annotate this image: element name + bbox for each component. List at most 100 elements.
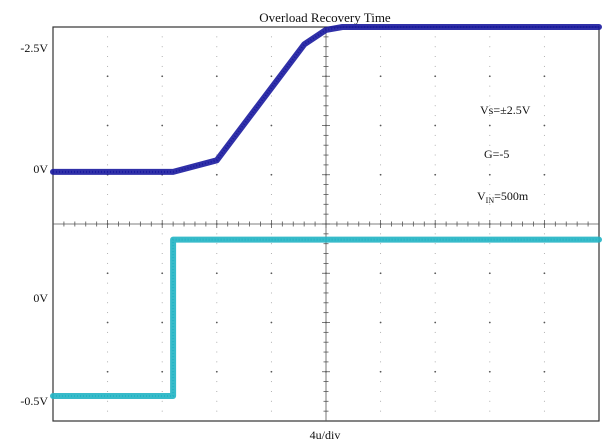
- grid-minor-dot: [216, 292, 218, 294]
- grid-minor-dot: [489, 134, 491, 136]
- grid-minor-dot: [489, 56, 491, 58]
- grid-minor-dot: [107, 410, 109, 412]
- grid-minor-dot: [434, 95, 436, 97]
- grid-minor-dot: [107, 262, 109, 264]
- grid-minor-dot: [434, 164, 436, 166]
- grid-minor-dot: [543, 390, 545, 392]
- grid-minor-dot: [216, 46, 218, 48]
- grid-minor-dot: [543, 213, 545, 215]
- grid-minor-dot: [489, 105, 491, 107]
- grid-dot: [270, 370, 273, 373]
- grid-minor-dot: [161, 193, 163, 195]
- grid-minor-dot: [270, 144, 272, 146]
- grid-minor-dot: [434, 233, 436, 235]
- grid-minor-dot: [434, 144, 436, 146]
- grid-minor-dot: [216, 381, 218, 383]
- grid-minor-dot: [161, 46, 163, 48]
- grid-minor-dot: [107, 361, 109, 363]
- grid-minor-dot: [107, 292, 109, 294]
- grid-minor-dot: [216, 95, 218, 97]
- grid-dot: [270, 272, 273, 275]
- grid-minor-dot: [270, 282, 272, 284]
- grid-minor-dot: [107, 331, 109, 333]
- grid-minor-dot: [380, 65, 382, 67]
- grid-minor-dot: [380, 341, 382, 343]
- grid-minor-dot: [380, 331, 382, 333]
- grid-dot: [215, 75, 218, 78]
- grid-minor-dot: [161, 115, 163, 117]
- grid-minor-dot: [270, 95, 272, 97]
- grid-dot: [488, 75, 491, 78]
- grid-dot: [215, 370, 218, 373]
- output-tick-label-minus-2-5v: -2.5V: [20, 41, 48, 55]
- grid-minor-dot: [543, 262, 545, 264]
- grid-minor-dot: [380, 390, 382, 392]
- grid-minor-dot: [107, 253, 109, 255]
- annotation-vin-sub: IN: [486, 196, 495, 205]
- grid-minor-dot: [489, 154, 491, 156]
- grid-minor-dot: [270, 203, 272, 205]
- grid-minor-dot: [380, 36, 382, 38]
- grid-minor-dot: [216, 253, 218, 255]
- grid-minor-dot: [107, 144, 109, 146]
- grid-minor-dot: [380, 56, 382, 58]
- grid-minor-dot: [434, 361, 436, 363]
- grid-minor-dot: [270, 154, 272, 156]
- grid-minor-dot: [216, 410, 218, 412]
- grid-minor-dot: [434, 302, 436, 304]
- grid-minor-dot: [270, 115, 272, 117]
- grid-minor-dot: [543, 105, 545, 107]
- grid-minor-dot: [216, 233, 218, 235]
- grid-minor-dot: [161, 65, 163, 67]
- grid-minor-dot: [489, 262, 491, 264]
- grid-minor-dot: [434, 65, 436, 67]
- grid-dot: [270, 173, 273, 176]
- grid-minor-dot: [216, 331, 218, 333]
- grid-minor-dot: [216, 65, 218, 67]
- grid-minor-dot: [270, 410, 272, 412]
- grid-minor-dot: [161, 292, 163, 294]
- grid-minor-dot: [216, 85, 218, 87]
- grid-minor-dot: [270, 312, 272, 314]
- grid-minor-dot: [216, 243, 218, 245]
- grid-minor-dot: [489, 233, 491, 235]
- grid-dot: [543, 370, 546, 373]
- grid-dot: [106, 321, 109, 324]
- grid-dot: [543, 124, 546, 127]
- grid-dot: [161, 75, 164, 78]
- grid-minor-dot: [107, 390, 109, 392]
- input-trace-noise: [53, 238, 599, 397]
- grid-minor-dot: [489, 361, 491, 363]
- grid-dot: [434, 321, 437, 324]
- grid-minor-dot: [489, 85, 491, 87]
- grid-minor-dot: [489, 302, 491, 304]
- grid-minor-dot: [161, 56, 163, 58]
- grid-minor-dot: [161, 282, 163, 284]
- output-trace-noise: [53, 26, 599, 173]
- grid-minor-dot: [380, 85, 382, 87]
- grid-minor-dot: [543, 85, 545, 87]
- annotation-vin-main: V: [477, 189, 486, 203]
- grid-minor-dot: [489, 115, 491, 117]
- grid-dot: [161, 124, 164, 127]
- grid-minor-dot: [489, 184, 491, 186]
- annotation-gain: G=-5: [484, 147, 509, 161]
- grid-minor-dot: [270, 65, 272, 67]
- grid-minor-dot: [270, 292, 272, 294]
- grid-minor-dot: [216, 213, 218, 215]
- grid-minor-dot: [107, 233, 109, 235]
- grid-minor-dot: [380, 115, 382, 117]
- grid-minor-dot: [107, 115, 109, 117]
- grid-minor-dot: [543, 144, 545, 146]
- grid-minor-dot: [216, 341, 218, 343]
- grid-minor-dot: [380, 193, 382, 195]
- grid-minor-dot: [543, 410, 545, 412]
- grid-minor-dot: [161, 36, 163, 38]
- grid-dot: [488, 321, 491, 324]
- grid-minor-dot: [434, 105, 436, 107]
- grid-minor-dot: [161, 213, 163, 215]
- grid-minor-dot: [543, 233, 545, 235]
- grid-dot: [161, 370, 164, 373]
- grid-minor-dot: [489, 164, 491, 166]
- grid-minor-dot: [161, 312, 163, 314]
